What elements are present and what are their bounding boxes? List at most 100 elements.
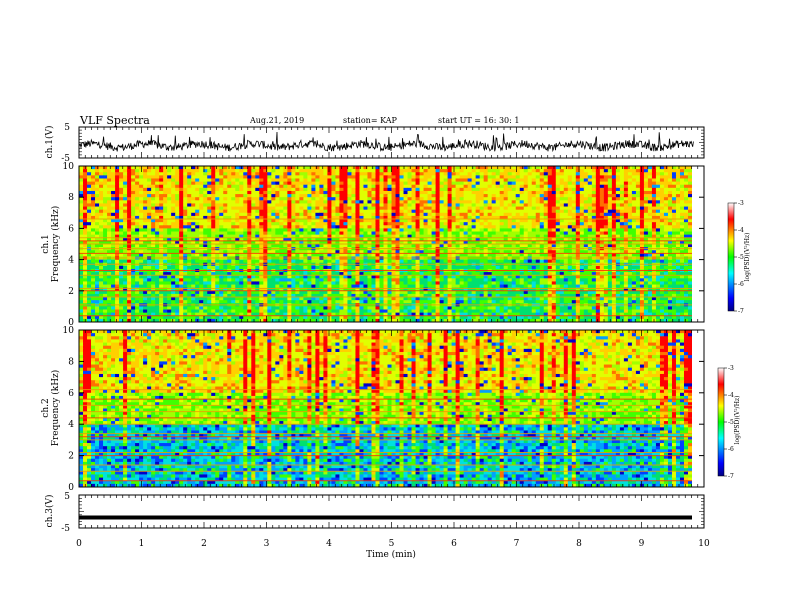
spectrogram-cell <box>579 250 585 254</box>
spectrogram-cell <box>211 240 216 245</box>
spectrogram-cell <box>191 190 196 195</box>
spectrogram-cell <box>655 225 661 229</box>
spectrogram-cell <box>571 212 577 217</box>
spectrogram-cell <box>251 169 256 173</box>
spectrogram-cell <box>415 194 420 198</box>
spectrogram-cell <box>295 215 300 220</box>
spectrogram-cell <box>539 200 545 204</box>
spectrogram-cell <box>171 172 176 176</box>
spectrogram-cell <box>535 222 541 226</box>
spectrogram-cell <box>351 259 356 264</box>
spectrogram-cell <box>403 200 408 204</box>
spectrogram-cell <box>515 222 521 226</box>
spectrogram-cell <box>135 240 140 245</box>
spectrogram-cell <box>471 231 477 236</box>
spectrogram-cell <box>455 244 461 248</box>
spectrogram-cell <box>535 215 541 220</box>
spectrogram-cell <box>391 200 396 204</box>
spectrogram-cell <box>611 187 617 192</box>
spectrogram-cell <box>291 259 296 264</box>
spectrogram-cell <box>575 253 581 257</box>
spectrogram-cell <box>655 222 661 226</box>
spectrogram-cell <box>379 215 384 220</box>
spectrogram-cell <box>279 215 284 220</box>
spectrogram-cell <box>115 265 120 270</box>
spectrogram-cell <box>643 225 649 229</box>
spectrogram-cell <box>567 240 573 245</box>
spectrogram-cell <box>195 181 200 186</box>
spectrogram-cell <box>495 187 501 192</box>
spectrogram-cell <box>663 206 669 211</box>
spectrogram-cell <box>299 237 304 242</box>
spectrogram-cell <box>423 206 428 211</box>
spectrogram-cell <box>187 175 192 179</box>
spectrogram-cell <box>159 181 164 186</box>
spectrogram-cell <box>151 253 156 257</box>
spectrogram-cell <box>595 178 601 182</box>
spectrogram-cell <box>387 219 392 223</box>
spectrogram-cell <box>575 259 581 264</box>
spectrogram-cell <box>375 253 380 257</box>
spectrogram-cell <box>123 206 128 211</box>
spectrogram-cell <box>483 228 489 232</box>
spectrogram-cell <box>303 172 308 176</box>
spectrogram-cell <box>311 187 316 192</box>
spectrogram-cell <box>519 212 525 217</box>
spectrogram-cell <box>439 250 444 254</box>
spectrogram-cell <box>379 240 384 245</box>
spectrogram-cell <box>99 169 104 173</box>
spectrogram-cell <box>655 194 661 198</box>
spectrogram-cell <box>459 181 465 186</box>
spectrogram-cell <box>591 259 597 264</box>
spectrogram-cell <box>235 178 240 182</box>
spectrogram-cell <box>655 244 661 248</box>
spectrogram-cell <box>227 215 232 220</box>
spectrogram-cell <box>315 206 320 211</box>
spectrogram-cell <box>391 250 396 254</box>
spectrogram-cell <box>331 259 336 264</box>
spectrogram-cell <box>519 209 525 214</box>
spectrogram-cell <box>543 169 549 173</box>
spectrogram-cell <box>391 175 396 179</box>
spectrogram-cell <box>87 228 92 232</box>
spectrogram-cell <box>287 172 292 176</box>
spectrogram-cell <box>327 228 332 232</box>
spectrogram-cell <box>623 175 629 179</box>
spectrogram-cell <box>243 181 248 186</box>
spectrogram-cell <box>559 240 565 245</box>
spectrogram-cell <box>395 219 400 223</box>
spectrogram-cell <box>299 244 304 248</box>
spectrogram-cell <box>415 203 420 207</box>
spectrogram-cell <box>511 172 517 176</box>
spectrogram-cell <box>443 244 448 248</box>
spectrogram-cell <box>87 197 92 201</box>
spectrogram-cell <box>327 178 332 182</box>
spectrogram-cell <box>215 184 220 189</box>
spectrogram-cell <box>195 187 200 192</box>
spectrogram-cell <box>679 219 685 223</box>
spectrogram-cell <box>403 240 408 245</box>
spectrogram-cell <box>551 215 557 220</box>
spectrogram-cell <box>643 178 649 182</box>
spectrogram-cell <box>219 259 224 264</box>
spectrogram-cell <box>175 209 180 214</box>
spectrogram-cell <box>267 219 272 223</box>
spectrogram-cell <box>271 219 276 223</box>
spectrogram-cell <box>295 181 300 186</box>
spectrogram-cell <box>343 231 348 236</box>
spectrogram-cell <box>127 225 132 229</box>
spectrogram-cell <box>387 225 392 229</box>
spectrogram-cell <box>683 209 689 214</box>
spectrogram-cell <box>575 212 581 217</box>
spectrogram-cell <box>163 166 168 170</box>
spectrogram-cell <box>119 265 124 270</box>
spectrogram-cell <box>335 240 340 245</box>
spectrogram-cell <box>627 222 633 226</box>
spectrogram-cell <box>139 194 144 198</box>
spectrogram-cell <box>631 190 637 195</box>
spectrogram-cell <box>183 228 188 232</box>
spectrogram-cell <box>383 212 388 217</box>
spectrogram-cell <box>219 237 224 242</box>
spectrogram-cell <box>111 166 116 170</box>
spectrogram-cell <box>611 250 617 254</box>
